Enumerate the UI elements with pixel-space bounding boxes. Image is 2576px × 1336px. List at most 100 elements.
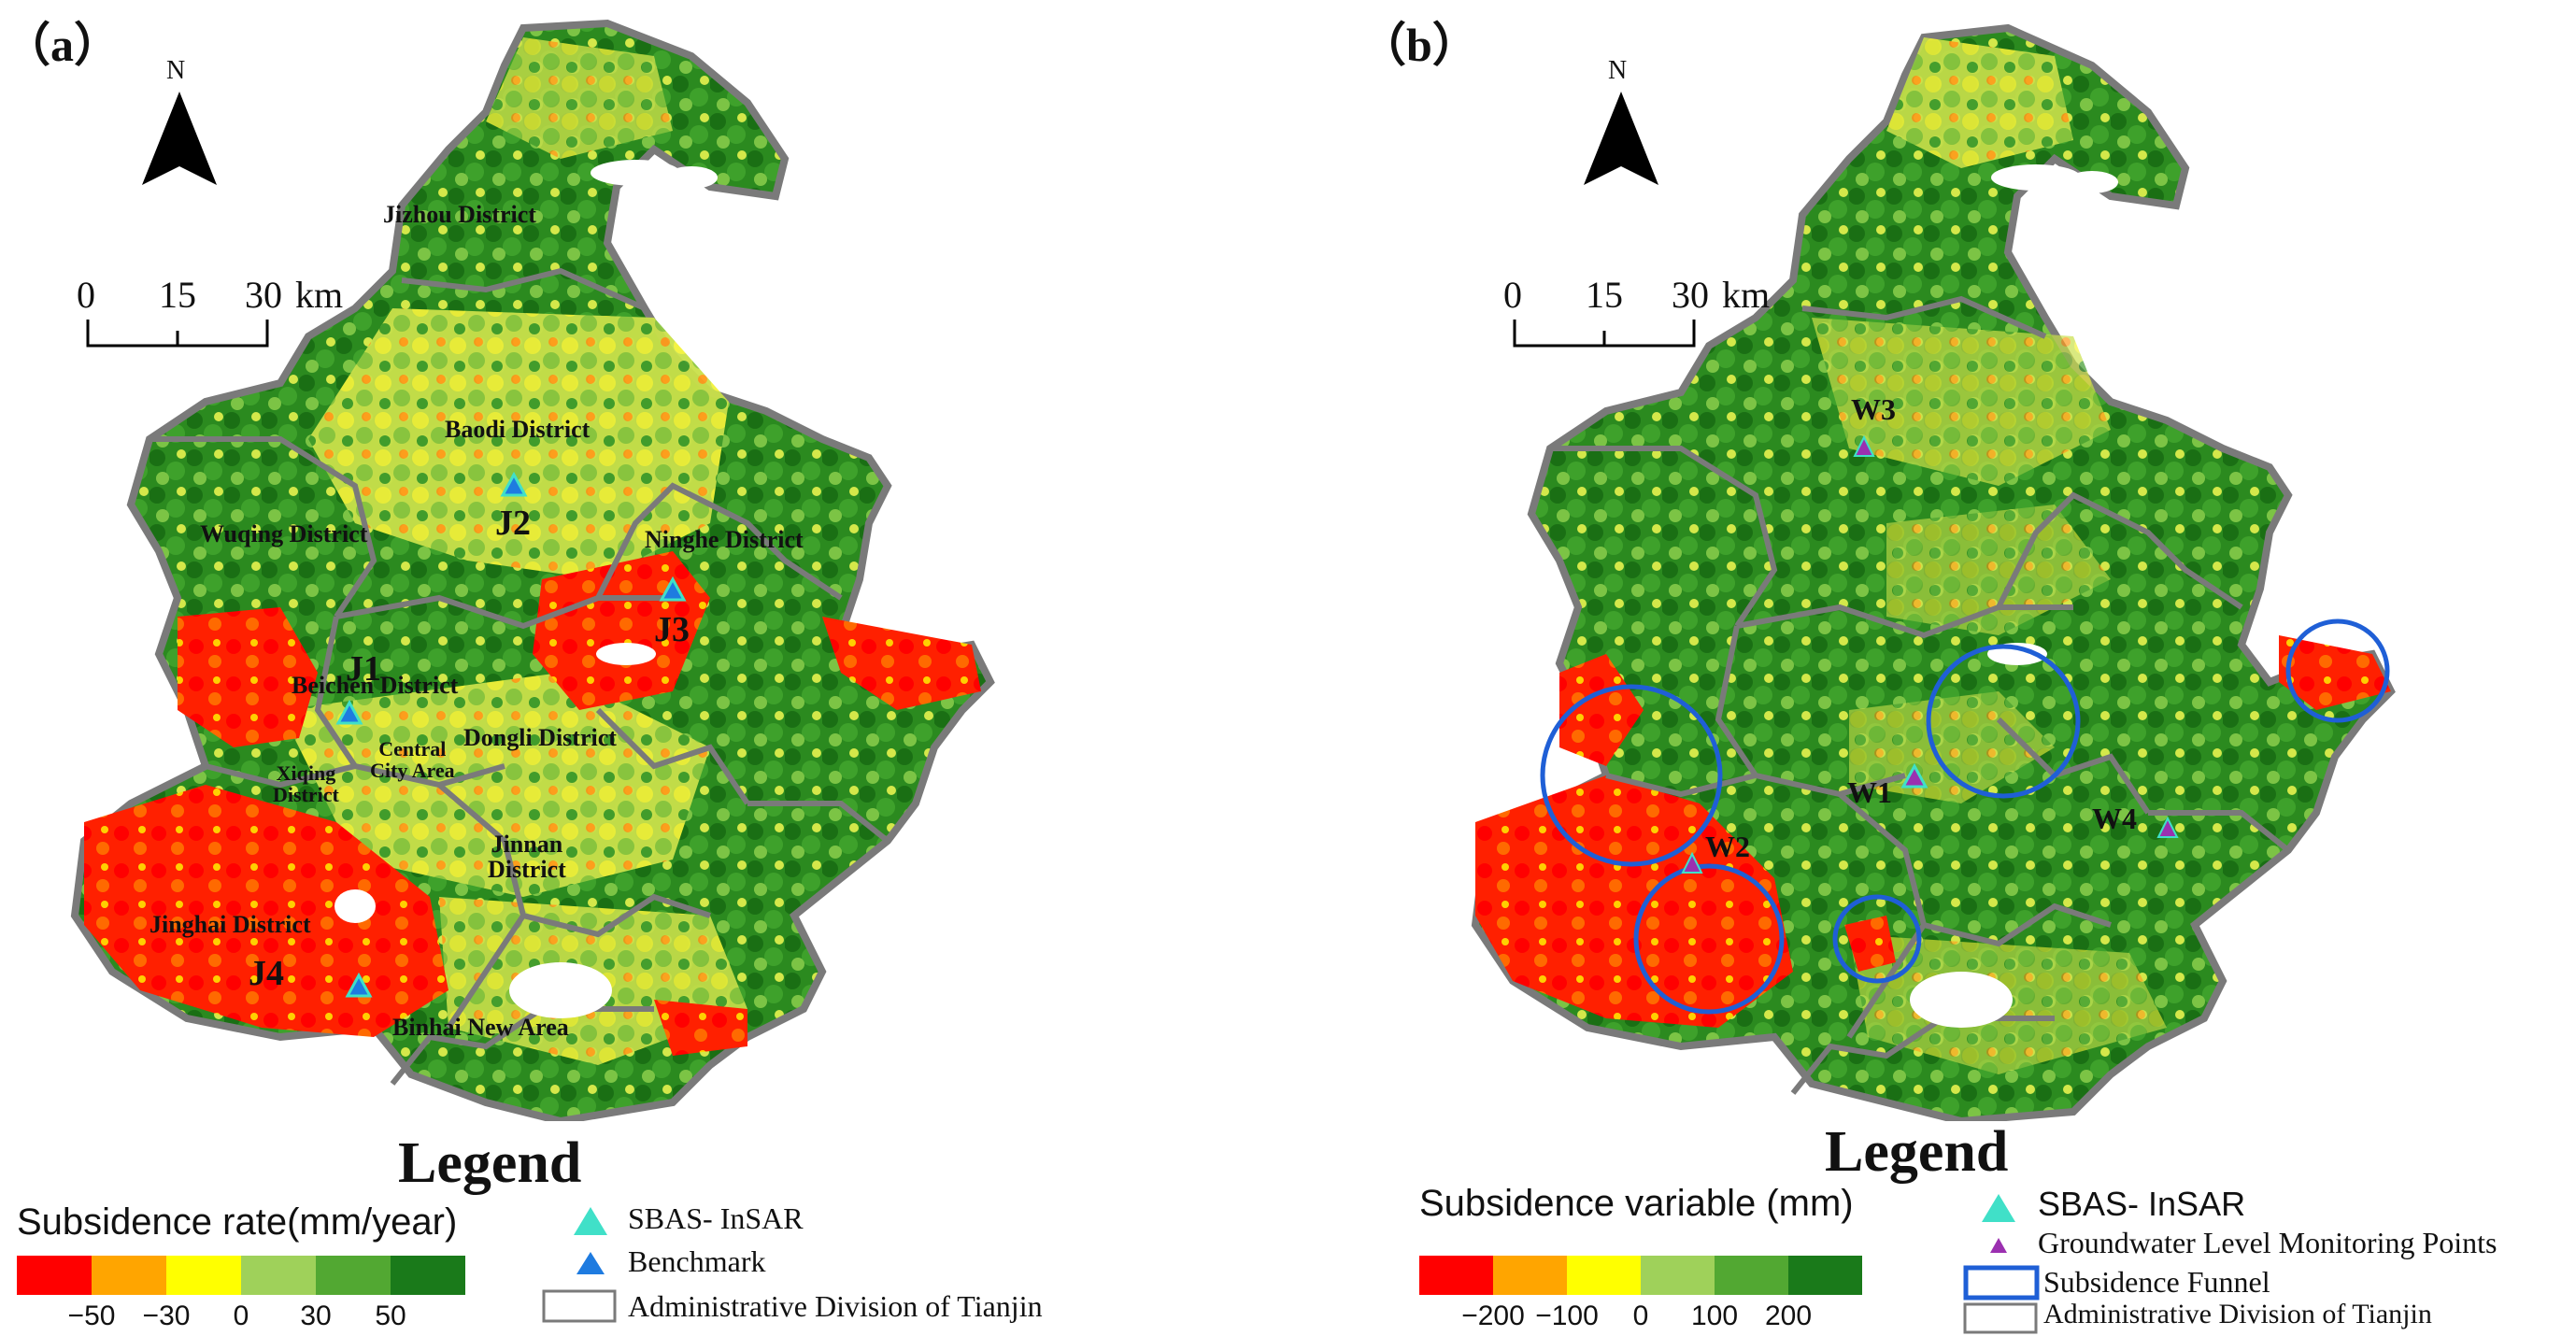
subsidence-zone xyxy=(1475,775,1793,1028)
district-label-dongli: Dongli District xyxy=(463,724,617,751)
benchmark-icon xyxy=(335,699,363,725)
scale-30: 30 xyxy=(1672,274,1709,316)
panel-a: （a） xyxy=(4,19,1043,1331)
mixed-zone xyxy=(486,37,673,159)
benchmark-label-j4: J4 xyxy=(249,954,284,993)
benchmark-label-j2: J2 xyxy=(495,504,531,543)
legend-sbas: SBAS- InSAR xyxy=(628,1201,804,1235)
benchmark-legend-icon xyxy=(576,1252,605,1274)
ramp-title: Subsidence variable (mm) xyxy=(1419,1183,1854,1224)
funnel-circle xyxy=(2285,618,2390,723)
mixed-zone xyxy=(1886,505,2111,635)
district-label-jinnan: Jinnan District xyxy=(488,831,566,884)
ramp-tick: 0 xyxy=(1632,1300,1649,1331)
well-label-w1: W1 xyxy=(1847,775,1892,809)
district-label-jinghai: Jinghai District xyxy=(149,911,311,938)
ramp-title: Subsidence rate(mm/year) xyxy=(17,1201,458,1243)
well-label-w3: W3 xyxy=(1851,392,1896,426)
scale-unit: km xyxy=(1722,274,1771,316)
scale-bar xyxy=(86,320,269,348)
subsidence-zone xyxy=(84,785,448,1037)
funnel-circle xyxy=(1633,863,1785,1015)
scale-bar xyxy=(1513,320,1696,348)
subsidence-funnels xyxy=(1540,618,2390,1015)
mixed-zone xyxy=(308,308,729,579)
panel-label: （b） xyxy=(1359,19,1479,71)
color-ramp xyxy=(17,1256,465,1295)
subsidence-zone xyxy=(178,607,318,747)
ramp-tick: −100 xyxy=(1535,1300,1599,1331)
funnel-legend-icon xyxy=(1963,1265,2040,1300)
legend-admin: Administrative Division of Tianjin xyxy=(628,1289,1043,1323)
well-symbols xyxy=(1681,434,2179,874)
benchmark-icon xyxy=(345,972,373,998)
district-label-jizhou: Jizhou District xyxy=(383,201,536,228)
ramp-tick: 50 xyxy=(375,1300,406,1331)
legend-sbas: SBAS- InSAR xyxy=(2038,1185,2246,1223)
admin-boundary-icon xyxy=(1963,1302,2038,1334)
map-a xyxy=(70,19,995,1121)
funnel-circle xyxy=(1540,684,1723,867)
district-label-binhai: Binhai New Area xyxy=(392,1014,569,1041)
well-label-w4: W4 xyxy=(2092,802,2137,835)
subsidence-zone xyxy=(2279,635,2391,710)
legend-admin: Administrative Division of Tianjin xyxy=(2043,1299,2432,1329)
mixed-zone xyxy=(280,673,710,897)
funnel-circle xyxy=(1832,894,1922,984)
north-arrow-icon xyxy=(142,92,217,185)
panel-label: （a） xyxy=(4,19,121,71)
well-icon xyxy=(1853,434,1875,457)
district-label-xiqing: Xiqing District xyxy=(273,761,339,807)
gw-point-icon xyxy=(1990,1238,2007,1253)
map-b xyxy=(1471,23,2396,1121)
district-label-wuqing: Wuqing District xyxy=(200,520,368,547)
north-label: N xyxy=(1608,56,1628,85)
subsidence-zone xyxy=(1559,654,1644,766)
color-ramp xyxy=(1419,1256,1862,1295)
well-label-w2: W2 xyxy=(1705,830,1750,863)
legend-funnel: Subsidence Funnel xyxy=(2043,1265,2270,1299)
north-label: N xyxy=(166,56,186,85)
subsidence-zone xyxy=(1844,916,1896,972)
district-label-ninghe: Ninghe District xyxy=(645,526,804,553)
scale-unit: km xyxy=(295,274,344,316)
ramp-tick: 0 xyxy=(233,1300,249,1331)
district-label-central: Central City Area xyxy=(370,737,455,783)
admin-boundaries xyxy=(149,267,890,1086)
ramp-tick: −50 xyxy=(67,1300,116,1331)
mixed-zone xyxy=(1812,318,2111,486)
benchmark-label-j3: J3 xyxy=(654,610,690,649)
benchmark-label-j1: J1 xyxy=(346,649,381,689)
ramp-tick: 30 xyxy=(300,1300,332,1331)
scale-30: 30 xyxy=(245,274,282,316)
sbas-icon xyxy=(574,1207,607,1235)
legend-benchmark: Benchmark xyxy=(628,1244,766,1278)
ramp-tick: −30 xyxy=(142,1300,191,1331)
scale-0: 0 xyxy=(77,274,95,316)
well-icon xyxy=(1681,851,1703,874)
scale-0: 0 xyxy=(1503,274,1522,316)
well-icon xyxy=(2156,816,2179,838)
legend-title: Legend xyxy=(1825,1120,2009,1184)
north-arrow-icon xyxy=(1584,92,1658,185)
funnel-circle xyxy=(1926,644,2081,799)
legend-gw: Groundwater Level Monitoring Points xyxy=(2038,1226,2498,1259)
district-label-baodi: Baodi District xyxy=(445,416,591,443)
scale-15: 15 xyxy=(1586,274,1623,316)
ramp-tick: 100 xyxy=(1690,1300,1739,1331)
well-icon xyxy=(1900,762,1928,789)
admin-boundary-icon xyxy=(542,1289,617,1323)
scale-15: 15 xyxy=(159,274,196,316)
mixed-zone xyxy=(1886,37,2073,168)
ramp-tick: −200 xyxy=(1461,1300,1525,1331)
benchmark-icon xyxy=(500,471,528,497)
district-label-beichen: Beichen District xyxy=(292,672,459,699)
ramp-tick: 200 xyxy=(1764,1300,1813,1331)
panel-b: （b） xyxy=(1288,0,2576,1336)
subsidence-zone xyxy=(822,617,981,710)
benchmark-icon xyxy=(659,576,687,602)
subsidence-zone xyxy=(654,1000,747,1056)
benchmark-symbols xyxy=(335,471,687,998)
legend-title: Legend xyxy=(398,1131,582,1195)
sbas-icon xyxy=(1982,1194,2015,1222)
